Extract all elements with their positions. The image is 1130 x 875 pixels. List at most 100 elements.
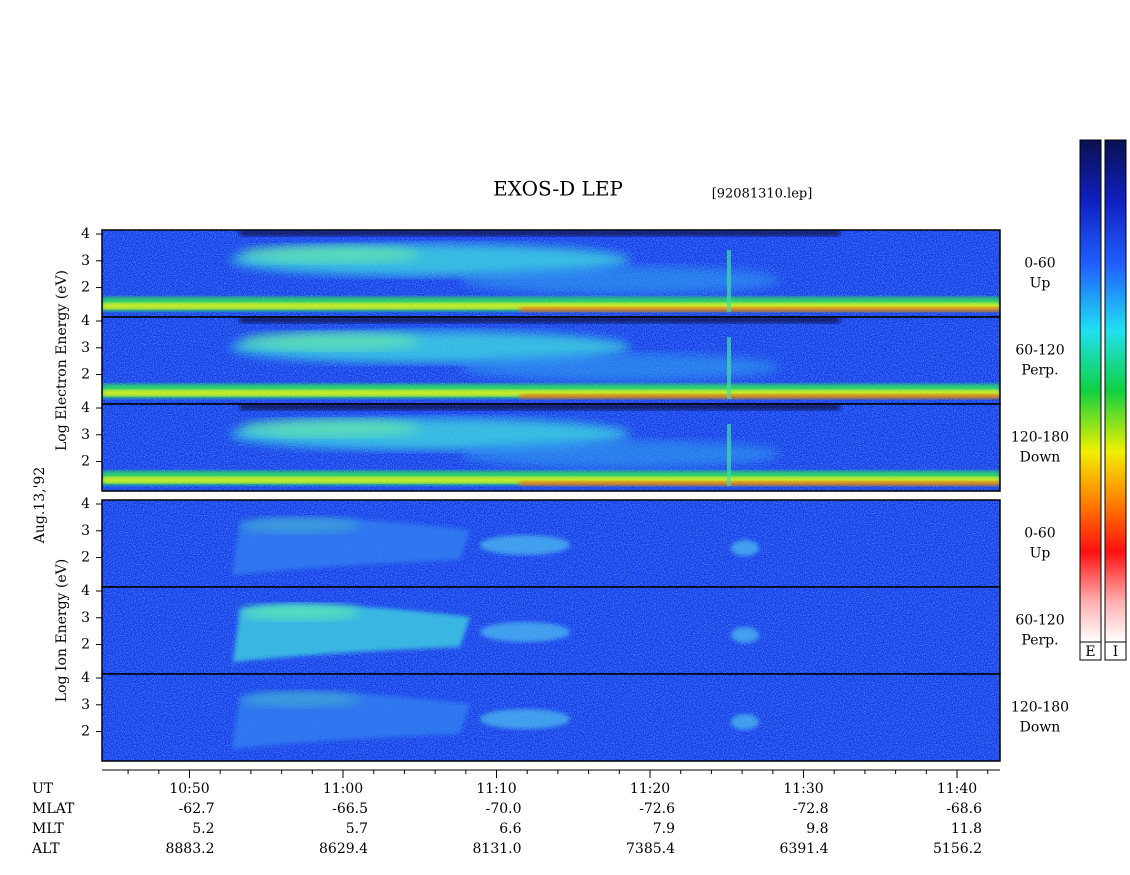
color-bar-label: I [1113, 644, 1119, 660]
flux-blob [240, 604, 360, 620]
panel-label: Perp. [1021, 363, 1058, 379]
low-energy-core [102, 390, 1000, 396]
top-dropout [240, 230, 840, 236]
panel-frame [101, 403, 1001, 492]
spectrogram-panel [102, 404, 1000, 491]
flux-blob [232, 604, 470, 669]
flux-blob [460, 440, 780, 468]
spectrogram-panel [102, 500, 1000, 587]
flux-blob [460, 353, 780, 381]
panel-label: Up [1030, 276, 1051, 292]
y-tick-label: 3 [81, 253, 90, 269]
color-bar-label-box [1104, 641, 1127, 661]
y-tick-label: 4 [81, 670, 90, 686]
ephemeris-value: -68.6 [946, 801, 982, 817]
flux-blob [731, 627, 759, 643]
ephemeris-name: ALT [31, 841, 60, 857]
x-tick-label: 11:40 [937, 781, 977, 797]
panel-label: 120-180 [1011, 430, 1069, 446]
y-tick-label: 4 [81, 583, 90, 599]
y-tick-label: 2 [81, 280, 90, 296]
ephemeris-name: MLT [32, 821, 64, 837]
panel-label: 0-60 [1024, 256, 1055, 272]
ephemeris-name: UT [32, 781, 54, 797]
low-energy-hot [520, 307, 1000, 312]
ephemeris-value: 8629.4 [319, 841, 368, 857]
y-tick-label: 2 [81, 724, 90, 740]
y-tick-label: 2 [81, 454, 90, 470]
spectrogram-panel [102, 230, 1000, 317]
flux-blob [240, 332, 420, 350]
chart-title: EXOS-D LEP [493, 177, 623, 201]
ephemeris-value: 6391.4 [780, 841, 829, 857]
y-tick-label: 3 [81, 340, 90, 356]
panel-frame [101, 673, 1001, 762]
ephemeris-name: MLAT [32, 801, 75, 817]
spike [727, 424, 731, 486]
y-tick-label: 3 [81, 610, 90, 626]
panel-label: 60-120 [1015, 613, 1064, 629]
ephemeris-value: 8883.2 [165, 841, 214, 857]
y-tick-label: 2 [81, 550, 90, 566]
ephemeris-value: 11.8 [951, 821, 982, 837]
x-tick-label: 11:30 [783, 781, 823, 797]
panel-label: Down [1020, 720, 1061, 736]
y-tick-label: 4 [81, 496, 90, 512]
ephemeris-value: -62.7 [179, 801, 215, 817]
top-dropout [240, 317, 840, 323]
x-tick-label: 10:50 [169, 781, 209, 797]
flux-blob [240, 517, 360, 533]
panel-label: Down [1020, 450, 1061, 466]
color-bar [1104, 139, 1127, 643]
flux-blob [240, 245, 420, 263]
y-tick-label: 3 [81, 697, 90, 713]
ephemeris-value: 7385.4 [626, 841, 675, 857]
flux-blob [480, 622, 570, 642]
ephemeris-value: 5.7 [346, 821, 368, 837]
y-tick-label: 3 [81, 427, 90, 443]
top-dropout [240, 404, 840, 410]
low-energy-core [102, 303, 1000, 309]
group-label: Log Ion Energy (eV) [54, 559, 70, 702]
y-tick-label: 3 [81, 523, 90, 539]
spectrogram-panel [102, 317, 1000, 404]
y-tick-label: 4 [81, 226, 90, 242]
ephemeris-value: -66.5 [332, 801, 368, 817]
ephemeris-value: 5.2 [192, 821, 214, 837]
spike [727, 250, 731, 312]
y-tick-label: 4 [81, 400, 90, 416]
flux-blob [480, 709, 570, 729]
ephemeris-value: -70.0 [486, 801, 522, 817]
color-bar-label: E [1085, 644, 1095, 660]
x-tick-label: 11:20 [630, 781, 670, 797]
ephemeris-value: 9.8 [806, 821, 828, 837]
flux-blob [460, 266, 780, 294]
panel-label: 60-120 [1015, 343, 1064, 359]
color-bar-label-box [1079, 641, 1102, 661]
flux-blob [731, 714, 759, 730]
low-energy-core [102, 477, 1000, 483]
spectrogram-panel [102, 587, 1000, 674]
low-energy-hot [520, 481, 1000, 486]
color-bar [1079, 139, 1102, 643]
ephemeris-value: -72.8 [793, 801, 829, 817]
ephemeris-value: 6.6 [499, 821, 521, 837]
spike [727, 337, 731, 399]
low-energy-hot [520, 394, 1000, 399]
file-name: [92081310.lep] [712, 187, 813, 202]
x-tick-label: 11:00 [323, 781, 363, 797]
ephemeris-value: 8131.0 [473, 841, 522, 857]
flux-blob [240, 691, 360, 707]
group-label: Log Electron Energy (eV) [54, 270, 70, 451]
flux-blob [480, 535, 570, 555]
ephemeris-value: 5156.2 [933, 841, 982, 857]
ephemeris-value: -72.6 [639, 801, 675, 817]
panel-label: Up [1030, 546, 1051, 562]
spectrogram-panel [102, 674, 1000, 761]
panel-label: Perp. [1021, 633, 1058, 649]
panel-label: 0-60 [1024, 526, 1055, 542]
y-tick-label: 2 [81, 637, 90, 653]
flux-blob [240, 419, 420, 437]
flux-blob [731, 540, 759, 556]
